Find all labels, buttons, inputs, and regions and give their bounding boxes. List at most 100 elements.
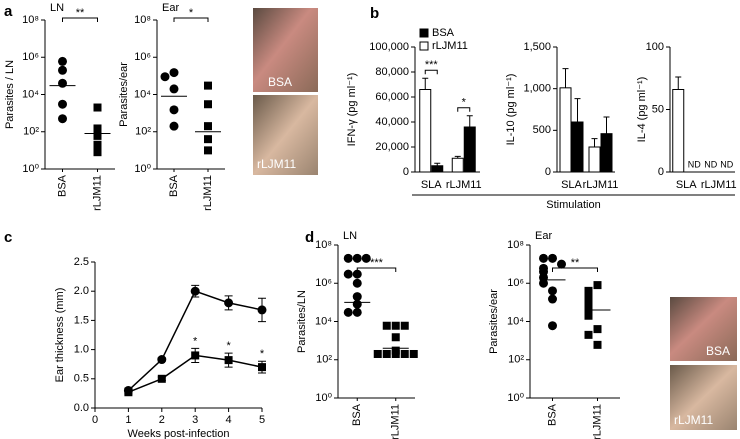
data-point [191, 351, 200, 360]
data-point [258, 363, 266, 372]
y-tick-label: 50 [652, 103, 664, 115]
y-tick-label: 10⁰ [22, 163, 39, 175]
data-point [400, 321, 409, 330]
y-tick-label: 0 [658, 166, 664, 178]
data-point [391, 349, 400, 358]
y-axis-label: Ear thickness (mm) [54, 288, 66, 383]
y-axis-label: Parasites / LN [4, 60, 16, 129]
significance-label: *** [425, 59, 439, 71]
photo [670, 297, 737, 361]
data-point [93, 131, 102, 140]
y-tick-label: 10⁰ [507, 392, 524, 404]
x-axis-label: Stimulation [546, 199, 600, 211]
significance-label: ** [571, 257, 580, 269]
annotation: ND [720, 159, 733, 169]
data-point [93, 140, 102, 149]
y-tick-label: 10⁶ [315, 277, 332, 289]
bar [559, 87, 572, 173]
y-tick-label: 10⁴ [315, 315, 332, 327]
y-tick-label: 0.0 [74, 402, 89, 414]
bar [431, 165, 444, 173]
annotation: * [226, 340, 231, 352]
data-point [190, 286, 200, 296]
bar [451, 157, 464, 173]
chart-title: LN [343, 230, 357, 242]
y-tick-label: 2.0 [74, 285, 89, 297]
data-point [593, 281, 602, 290]
data-point [257, 305, 267, 315]
y-axis-label: IL-10 (pg ml⁻¹) [505, 74, 517, 146]
data-point [224, 298, 234, 308]
y-tick-label: 10⁴ [507, 315, 524, 327]
data-point [58, 65, 67, 75]
data-point [593, 325, 602, 334]
x-tick-label: SLA [421, 179, 442, 191]
y-tick-label: 500 [533, 124, 551, 136]
x-tick-label: rLJM11 [701, 179, 737, 191]
annotation: * [193, 335, 198, 347]
data-point [204, 146, 212, 155]
bar [588, 146, 601, 173]
y-tick-label: 2.5 [74, 256, 89, 268]
y-tick-label: 10⁰ [315, 392, 332, 404]
error-bar [675, 76, 682, 90]
data-point [584, 300, 593, 309]
x-tick-label: rLJM11 [91, 175, 103, 211]
data-point [548, 286, 557, 296]
panel-label: a [4, 3, 13, 20]
y-axis-label: Parasites/ear [488, 289, 500, 354]
legend-swatch [419, 41, 429, 51]
y-tick-label: 0 [403, 166, 409, 178]
data-point [343, 307, 353, 317]
y-tick-label: 10⁸ [315, 239, 332, 251]
data-point [352, 307, 362, 317]
y-axis-label: Parasites/ear [118, 62, 130, 127]
y-tick-label: 20,000 [375, 141, 409, 153]
data-point [584, 286, 593, 295]
x-tick-label: SLA [676, 179, 697, 191]
error-bar [574, 98, 581, 122]
data-point [93, 148, 102, 157]
significance-bracket [62, 17, 98, 22]
data-point [58, 56, 67, 66]
data-point [169, 68, 179, 78]
x-tick-label: 5 [259, 414, 265, 426]
chart-title: Ear [535, 230, 552, 242]
data-point [169, 105, 179, 115]
data-point [58, 78, 67, 88]
bar [419, 89, 432, 173]
x-tick-label: 3 [192, 414, 198, 426]
y-tick-label: 10² [135, 126, 151, 138]
photo [253, 8, 318, 92]
data-point [224, 356, 233, 365]
data-point [382, 349, 391, 358]
y-tick-label: 10⁶ [507, 277, 524, 289]
panel-label: c [4, 229, 12, 246]
y-axis-label: Parasites/LN [296, 290, 308, 353]
y-tick-label: 0 [545, 166, 551, 178]
photo-label: BSA [268, 75, 292, 89]
significance-bracket [457, 107, 471, 112]
x-tick-label: BSA [168, 174, 180, 197]
chart-title: LN [50, 2, 64, 14]
y-tick-label: 10⁶ [134, 51, 151, 63]
data-point [352, 299, 362, 309]
x-tick-label: SLA [561, 179, 582, 191]
panel-label: d [305, 229, 314, 246]
data-point [361, 253, 371, 263]
y-tick-label: 10² [316, 354, 332, 366]
data-point [400, 349, 409, 358]
y-tick-label: 10² [23, 126, 39, 138]
data-point [548, 294, 557, 304]
annotation: * [260, 348, 265, 360]
error-bar [603, 116, 610, 134]
error-bar [422, 77, 429, 90]
y-tick-label: 10⁴ [134, 88, 151, 100]
data-point [352, 278, 362, 288]
x-tick-label: 1 [125, 414, 131, 426]
error-bar [562, 68, 569, 88]
photo [670, 365, 737, 430]
y-tick-label: 1,000 [523, 83, 551, 95]
data-point [93, 124, 102, 133]
x-tick-label: rLJM11 [390, 404, 402, 439]
